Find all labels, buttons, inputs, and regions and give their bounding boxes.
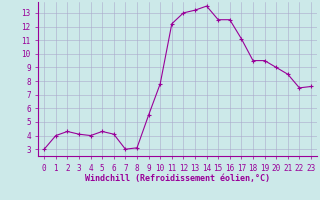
X-axis label: Windchill (Refroidissement éolien,°C): Windchill (Refroidissement éolien,°C) bbox=[85, 174, 270, 183]
